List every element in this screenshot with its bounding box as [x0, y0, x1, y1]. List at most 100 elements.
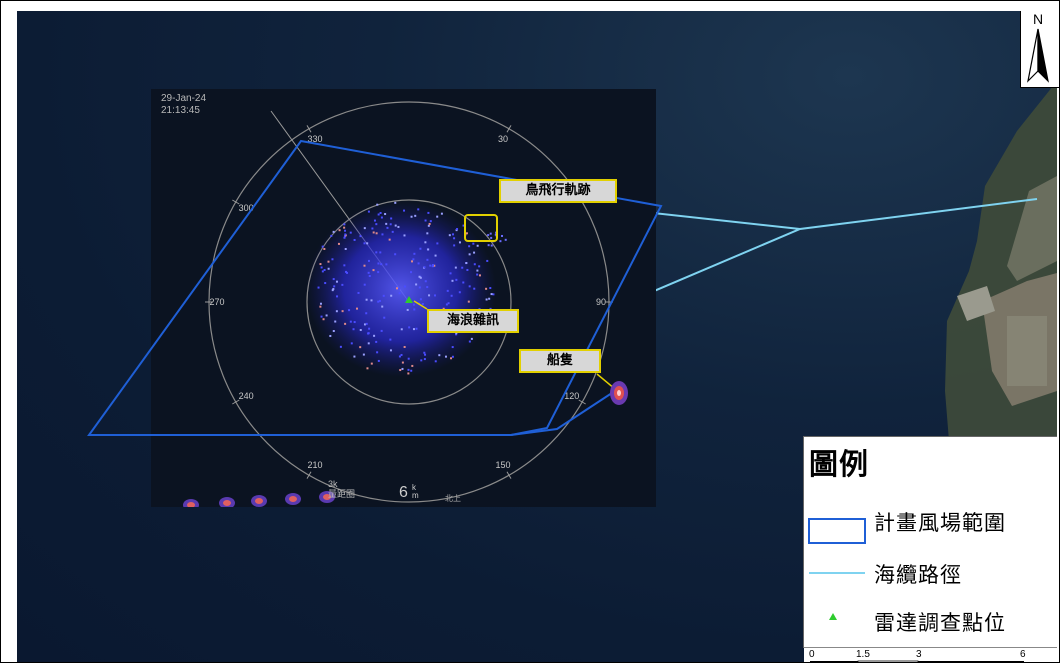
bearing-label-270: 270 [209, 297, 224, 307]
port-pier [1007, 176, 1057, 281]
clutter-speck [324, 282, 327, 285]
clutter-speck [462, 281, 465, 284]
clutter-speck [319, 263, 322, 266]
clutter-speck [403, 345, 406, 348]
north-up-label: 北上 [445, 494, 461, 503]
clutter-speck [403, 285, 406, 288]
clutter-speck [365, 322, 368, 325]
clutter-speck [343, 264, 346, 267]
callout-sea-clutter: 海浪雜訊 [427, 309, 519, 333]
clutter-speck [323, 268, 326, 271]
clutter-speck [436, 215, 439, 218]
clutter-speck [410, 271, 413, 274]
clutter-speck [320, 266, 323, 269]
bearing-tick-300 [232, 199, 240, 205]
clutter-speck [424, 219, 427, 222]
clutter-speck [449, 272, 452, 275]
radar-date: 29-Jan-24 [161, 93, 207, 104]
clutter-speck [423, 358, 426, 361]
clutter-speck [408, 326, 411, 329]
ship-echo-core [223, 500, 231, 506]
sea-clutter-leader [413, 300, 428, 310]
clutter-speck [468, 285, 471, 288]
clutter-speck [406, 308, 409, 311]
clutter-speck [417, 262, 420, 265]
clutter-speck [468, 253, 471, 256]
clutter-speck [368, 327, 371, 330]
ship-echo-core [255, 498, 263, 504]
scale-bar-graphic [810, 660, 1024, 662]
scale-tick-2: 3 [916, 649, 922, 660]
clutter-speck [337, 242, 340, 245]
clutter-speck [332, 278, 335, 281]
clutter-speck [407, 357, 410, 360]
clutter-speck [377, 213, 380, 216]
clutter-speck [486, 259, 489, 262]
north-arrow-icon [1027, 28, 1049, 83]
range-ring-inner [306, 199, 512, 405]
range-unit: k m [412, 483, 419, 500]
radar-site-legend-symbol [829, 613, 837, 620]
clutter-speck [336, 295, 339, 298]
callout-bird-track: 鳥飛行軌跡 [499, 179, 617, 203]
clutter-speck [385, 222, 388, 225]
clutter-speck [357, 291, 360, 294]
clutter-speck [363, 283, 366, 286]
bird-echo-speck [490, 236, 493, 239]
bird-echo-speck [504, 238, 507, 241]
clutter-speck [368, 275, 371, 278]
clutter-speck [434, 360, 437, 363]
clutter-speck [380, 216, 383, 219]
clutter-speck [436, 242, 439, 245]
clutter-speck [472, 242, 475, 245]
ship-echo-trail [183, 491, 335, 507]
clutter-speck [489, 307, 492, 310]
clutter-speck [466, 268, 469, 271]
clutter-speck [431, 265, 434, 268]
clutter-speck [462, 224, 465, 227]
clutter-speck [367, 332, 370, 335]
scale-tick-1: 1.5 [856, 649, 870, 660]
clutter-speck [376, 203, 379, 206]
clutter-speck [403, 234, 406, 237]
clutter-speck [370, 362, 373, 365]
clutter-speck [339, 345, 342, 348]
bearing-label-240: 240 [239, 391, 254, 401]
clutter-speck [400, 328, 403, 331]
clutter-speck [321, 270, 324, 273]
legend-label-wind-farm: 計畫風場範圍 [874, 511, 1006, 535]
clutter-speck [367, 259, 370, 262]
clutter-speck [327, 267, 330, 270]
clutter-speck [476, 269, 479, 272]
clutter-speck [451, 346, 454, 349]
clutter-speck [383, 316, 386, 319]
bird-track-box [464, 214, 498, 242]
clutter-speck [373, 219, 376, 222]
range-ring-readout: 3k 量距圈 [328, 479, 356, 499]
scale-bar: 0 1.5 3 6 公里 [804, 647, 1057, 662]
bearing-label-210: 210 [307, 460, 322, 470]
clutter-speck [362, 353, 365, 356]
bearing-tick-210 [306, 471, 312, 479]
clutter-speck [413, 252, 416, 255]
clutter-speck [451, 355, 454, 358]
bearing-tick-120 [578, 399, 586, 405]
clutter-speck [428, 222, 431, 225]
clutter-speck [465, 232, 468, 235]
clutter-speck [455, 229, 458, 232]
clutter-speck [353, 321, 356, 324]
clutter-speck [380, 329, 383, 332]
ship-echo-core [323, 494, 331, 500]
clutter-speck [341, 283, 344, 286]
clutter-speck [419, 247, 422, 250]
bird-echo-speck [501, 234, 504, 237]
clutter-speck [371, 227, 374, 230]
sea-clutter-echo [306, 201, 496, 377]
bearing-tick-30 [506, 125, 512, 133]
callout-ship: 船隻 [519, 349, 601, 373]
scale-tick-3: 6 [1020, 649, 1026, 660]
clutter-speck [467, 300, 470, 303]
bearing-tick-240 [232, 399, 240, 405]
clutter-speck [363, 264, 366, 267]
clutter-speck [344, 322, 347, 325]
